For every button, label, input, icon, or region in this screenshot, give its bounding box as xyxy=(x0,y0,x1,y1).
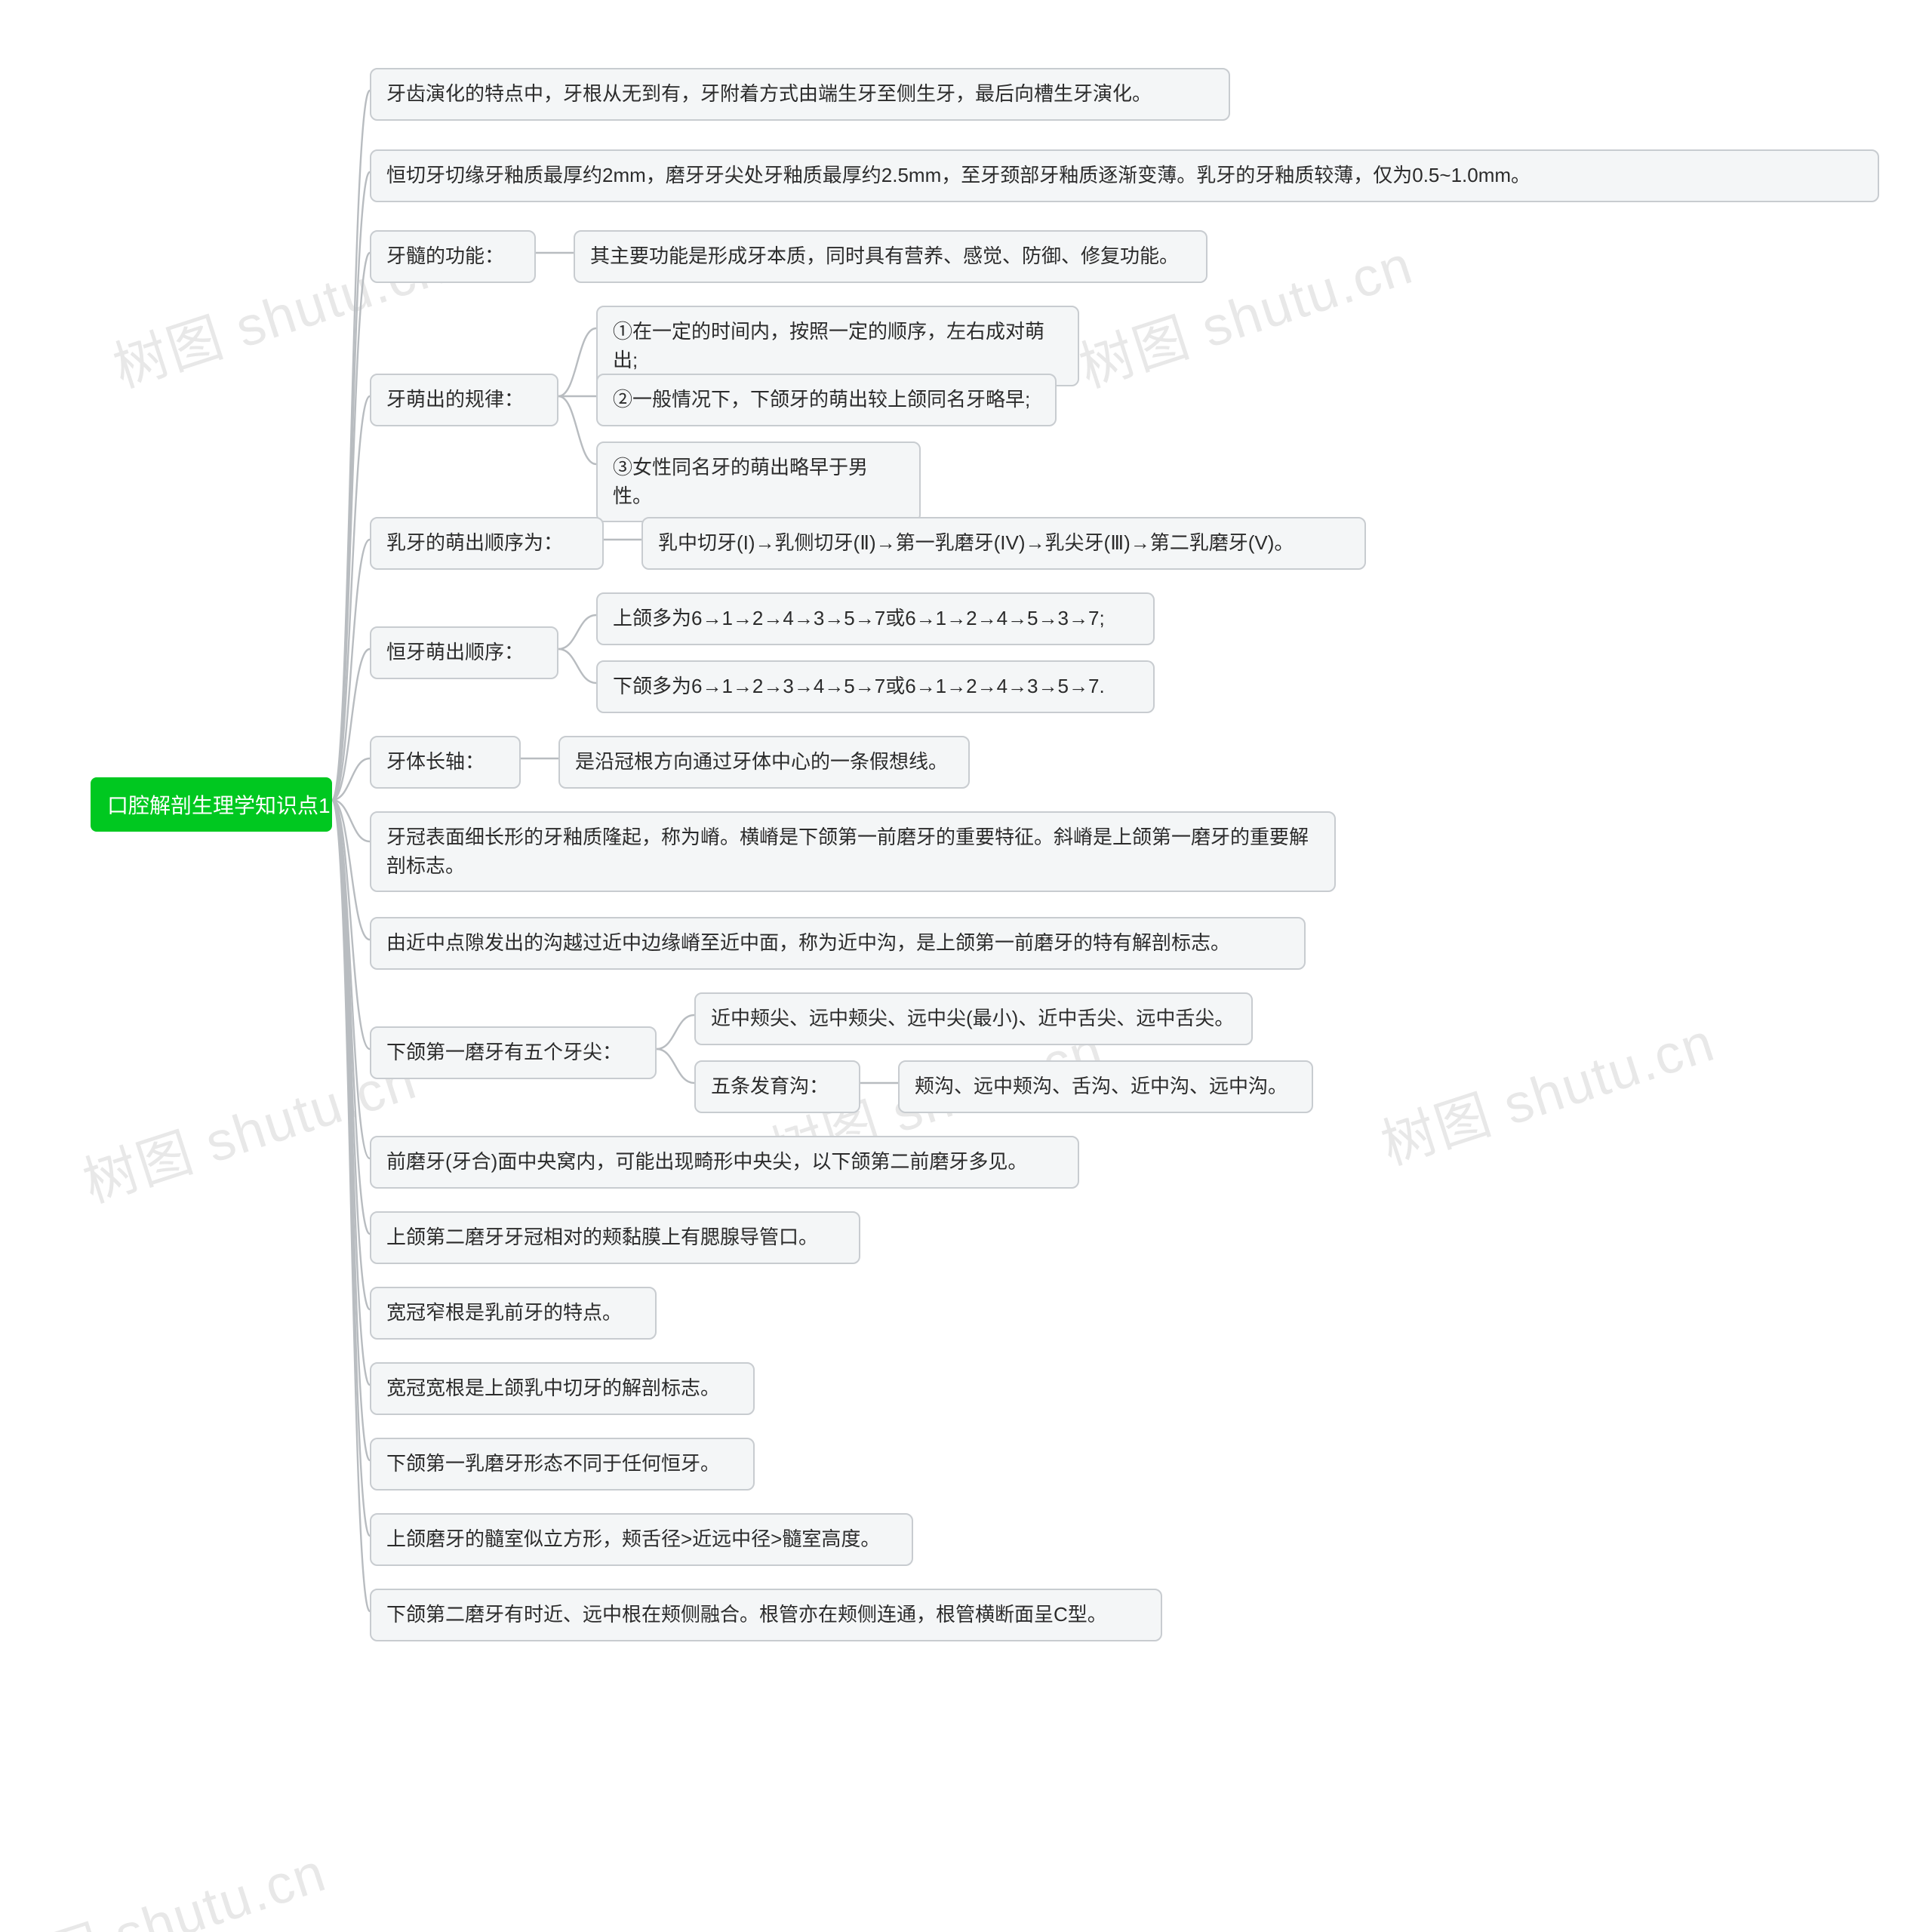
node-text: 下颌第一乳磨牙形态不同于任何恒牙。 xyxy=(386,1452,720,1475)
node-text: 牙冠表面细长形的牙釉质隆起，称为嵴。横嵴是下颌第一前磨牙的重要特征。斜嵴是上颌第… xyxy=(386,826,1309,877)
watermark: 树图 shutu.cn xyxy=(0,1828,334,1932)
node-n3[interactable]: 牙髓的功能： xyxy=(370,230,536,283)
node-n1[interactable]: 牙齿演化的特点中，牙根从无到有，牙附着方式由端生牙至侧生牙，最后向槽生牙演化。 xyxy=(370,68,1230,121)
node-n13[interactable]: 宽冠窄根是乳前牙的特点。 xyxy=(370,1287,657,1340)
node-text: 乳牙的萌出顺序为： xyxy=(386,531,563,554)
node-text: 恒切牙切缘牙釉质最厚约2mm，磨牙牙尖处牙釉质最厚约2.5mm，至牙颈部牙釉质逐… xyxy=(386,164,1531,186)
node-text: 上颌第二磨牙牙冠相对的颊黏膜上有腮腺导管口。 xyxy=(386,1226,818,1248)
node-text: 上颌磨牙的髓室似立方形，颊舌径>近远中径>髓室高度。 xyxy=(386,1527,880,1550)
node-text: 上颌多为6→1→2→4→3→5→7或6→1→2→4→5→3→7; xyxy=(613,607,1105,629)
node-text: 牙萌出的规律： xyxy=(386,388,524,411)
node-n7[interactable]: 牙体长轴： xyxy=(370,736,521,789)
node-n6b[interactable]: 下颌多为6→1→2→3→4→5→7或6→1→2→4→3→5→7. xyxy=(596,660,1155,713)
node-n14[interactable]: 宽冠宽根是上颌乳中切牙的解剖标志。 xyxy=(370,1362,755,1415)
node-n10[interactable]: 下颌第一磨牙有五个牙尖： xyxy=(370,1026,657,1079)
node-text: 宽冠宽根是上颌乳中切牙的解剖标志。 xyxy=(386,1377,720,1399)
node-text: ②一般情况下，下颌牙的萌出较上颌同名牙略早; xyxy=(613,388,1030,411)
node-n9[interactable]: 由近中点隙发出的沟越过近中边缘嵴至近中面，称为近中沟，是上颌第一前磨牙的特有解剖… xyxy=(370,917,1306,970)
node-text: 颊沟、远中颊沟、舌沟、近中沟、远中沟。 xyxy=(915,1075,1287,1097)
node-n10b[interactable]: 五条发育沟： xyxy=(694,1060,860,1113)
node-text: 恒牙萌出顺序： xyxy=(386,641,524,663)
node-text: 下颌第一磨牙有五个牙尖： xyxy=(386,1041,622,1063)
node-n17[interactable]: 下颌第二磨牙有时近、远中根在颊侧融合。根管亦在颊侧连通，根管横断面呈C型。 xyxy=(370,1589,1162,1641)
node-text: 近中颊尖、远中颊尖、远中尖(最小)、近中舌尖、远中舌尖。 xyxy=(711,1007,1234,1029)
node-text: 下颌多为6→1→2→3→4→5→7或6→1→2→4→3→5→7. xyxy=(613,675,1105,697)
node-text: 牙体长轴： xyxy=(386,750,485,773)
node-text: 下颌第二磨牙有时近、远中根在颊侧融合。根管亦在颊侧连通，根管横断面呈C型。 xyxy=(386,1603,1107,1626)
node-text: 由近中点隙发出的沟越过近中边缘嵴至近中面，称为近中沟，是上颌第一前磨牙的特有解剖… xyxy=(386,931,1230,954)
watermark: 树图 shutu.cn xyxy=(1370,998,1723,1180)
node-n3a[interactable]: 其主要功能是形成牙本质，同时具有营养、感觉、防御、修复功能。 xyxy=(574,230,1208,283)
node-n10a[interactable]: 近中颊尖、远中颊尖、远中尖(最小)、近中舌尖、远中舌尖。 xyxy=(694,992,1253,1045)
node-n15[interactable]: 下颌第一乳磨牙形态不同于任何恒牙。 xyxy=(370,1438,755,1491)
node-n4b[interactable]: ②一般情况下，下颌牙的萌出较上颌同名牙略早; xyxy=(596,374,1057,426)
node-n10c[interactable]: 颊沟、远中颊沟、舌沟、近中沟、远中沟。 xyxy=(898,1060,1313,1113)
node-n8[interactable]: 牙冠表面细长形的牙釉质隆起，称为嵴。横嵴是下颌第一前磨牙的重要特征。斜嵴是上颌第… xyxy=(370,811,1336,892)
node-n12[interactable]: 上颌第二磨牙牙冠相对的颊黏膜上有腮腺导管口。 xyxy=(370,1211,860,1264)
node-text: 其主要功能是形成牙本质，同时具有营养、感觉、防御、修复功能。 xyxy=(590,245,1179,267)
node-text: 牙髓的功能： xyxy=(386,245,504,267)
node-n5[interactable]: 乳牙的萌出顺序为： xyxy=(370,517,604,570)
root-label: 口腔解剖生理学知识点1 xyxy=(107,794,331,817)
node-text: 牙齿演化的特点中，牙根从无到有，牙附着方式由端生牙至侧生牙，最后向槽生牙演化。 xyxy=(386,82,1152,105)
node-n11[interactable]: 前磨牙(牙合)面中央窝内，可能出现畸形中央尖，以下颌第二前磨牙多见。 xyxy=(370,1136,1079,1189)
node-text: 前磨牙(牙合)面中央窝内，可能出现畸形中央尖，以下颌第二前磨牙多见。 xyxy=(386,1150,1027,1173)
root-node[interactable]: 口腔解剖生理学知识点1 xyxy=(91,777,332,832)
node-text: ③女性同名牙的萌出略早于男性。 xyxy=(613,456,868,507)
node-n6[interactable]: 恒牙萌出顺序： xyxy=(370,626,558,679)
node-n5a[interactable]: 乳中切牙(I)→乳侧切牙(Ⅱ)→第一乳磨牙(IV)→乳尖牙(Ⅲ)→第二乳磨牙(V… xyxy=(641,517,1366,570)
node-text: 五条发育沟： xyxy=(711,1075,829,1097)
node-n6a[interactable]: 上颌多为6→1→2→4→3→5→7或6→1→2→4→5→3→7; xyxy=(596,592,1155,645)
node-text: 是沿冠根方向通过牙体中心的一条假想线。 xyxy=(575,750,948,773)
node-n7a[interactable]: 是沿冠根方向通过牙体中心的一条假想线。 xyxy=(558,736,970,789)
node-n4[interactable]: 牙萌出的规律： xyxy=(370,374,558,426)
node-text: 宽冠窄根是乳前牙的特点。 xyxy=(386,1301,622,1324)
node-text: 乳中切牙(I)→乳侧切牙(Ⅱ)→第一乳磨牙(IV)→乳尖牙(Ⅲ)→第二乳磨牙(V… xyxy=(658,531,1294,554)
node-n2[interactable]: 恒切牙切缘牙釉质最厚约2mm，磨牙牙尖处牙釉质最厚约2.5mm，至牙颈部牙釉质逐… xyxy=(370,149,1879,202)
mindmap-canvas: 树图 shutu.cn 树图 shutu.cn 树图 shutu.cn 树图 s… xyxy=(0,0,1932,1932)
node-text: ①在一定的时间内，按照一定的顺序，左右成对萌出; xyxy=(613,320,1044,371)
node-n16[interactable]: 上颌磨牙的髓室似立方形，颊舌径>近远中径>髓室高度。 xyxy=(370,1513,913,1566)
node-n4c[interactable]: ③女性同名牙的萌出略早于男性。 xyxy=(596,441,921,522)
